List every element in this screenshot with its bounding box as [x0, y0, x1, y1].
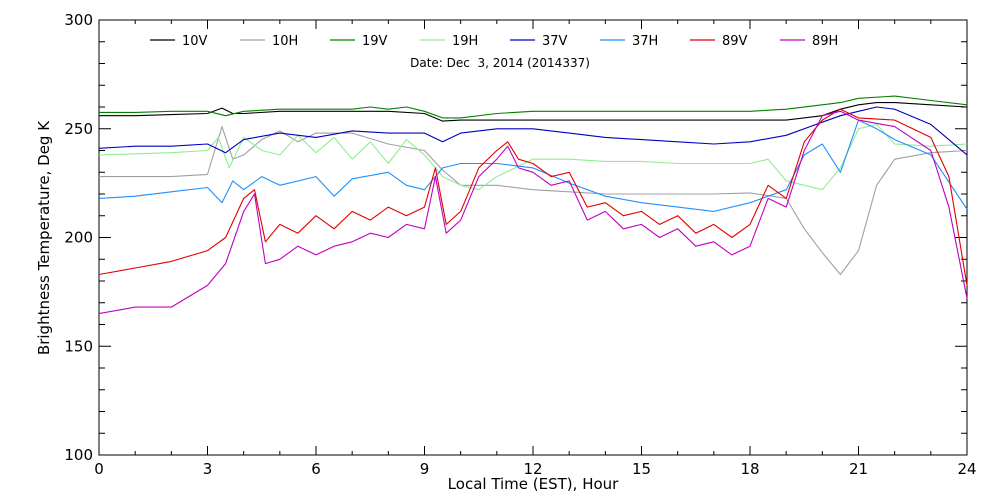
series-line-37h [98, 119, 968, 212]
date-annotation: Date: Dec 3, 2014 (2014337) [410, 56, 590, 70]
x-tick-label: 12 [523, 460, 542, 478]
series-line-19v [99, 95, 968, 119]
legend-label-19v: 19V [362, 34, 388, 49]
x-tick-label: 21 [849, 460, 868, 478]
legend-label-37v: 37V [542, 34, 568, 49]
x-tick-label: 3 [203, 460, 213, 478]
y-tick-label: 150 [64, 337, 93, 355]
x-tick-label: 18 [740, 460, 759, 478]
series-lines [98, 95, 968, 315]
x-tick-label: 0 [94, 460, 104, 478]
legend: 10V 10H 19V 19H 37V 37H 89V 89H [150, 34, 838, 49]
series-line-19h [98, 123, 968, 191]
legend-label-10v: 10V [182, 34, 208, 49]
series-line-10h [99, 126, 968, 276]
x-axis-label: Local Time (EST), Hour [448, 475, 619, 493]
y-axis-label: Brightness Temperature, Deg K [35, 120, 53, 355]
x-tick-label: 6 [311, 460, 321, 478]
y-tick-label: 300 [64, 11, 93, 29]
series-line-10v [99, 102, 968, 122]
y-tick-label: 100 [64, 446, 93, 464]
axis-ticks: 0 3 6 9 12 15 18 21 24 100 150 200 250 300 [64, 11, 976, 478]
plot-frame [98, 19, 968, 456]
series-line-89h [98, 110, 968, 315]
legend-label-89h: 89H [812, 34, 838, 49]
legend-label-19h: 19H [452, 34, 478, 49]
x-tick-label: 24 [957, 460, 976, 478]
legend-label-89v: 89V [722, 34, 748, 49]
series-line-89v [98, 108, 968, 286]
legend-label-10h: 10H [272, 34, 298, 49]
legend-label-37h: 37H [632, 34, 658, 49]
y-tick-label: 250 [64, 120, 93, 138]
x-tick-label: 15 [632, 460, 651, 478]
x-tick-label: 9 [420, 460, 430, 478]
y-tick-label: 200 [64, 229, 93, 247]
